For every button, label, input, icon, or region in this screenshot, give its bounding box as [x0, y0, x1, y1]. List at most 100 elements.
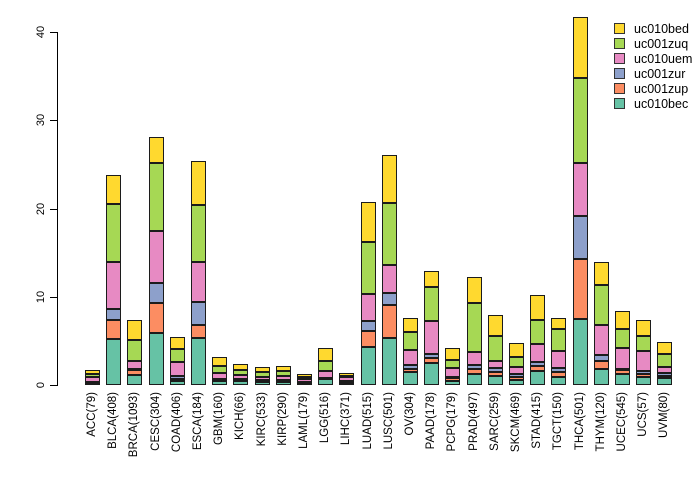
bar-segment-uc001zur: [615, 368, 630, 371]
bar-segment-uc001zuq: [572, 77, 588, 163]
bar-segment-uc010uem: [212, 373, 228, 379]
bar-segment-uc010uem: [191, 262, 206, 303]
x-axis-label: LUSC(501): [382, 392, 395, 450]
bar-segment-uc001zuq: [551, 328, 567, 352]
bar-segment-uc010bed: [424, 271, 440, 288]
bar-segment-uc010uem: [318, 370, 334, 378]
bar-segment-uc010uem: [381, 264, 397, 294]
bar-segment-uc001zuq: [530, 319, 546, 345]
bar-segment-uc010bec: [530, 370, 546, 385]
bar-segment-uc010bed: [127, 319, 143, 340]
bar-segment-uc001zuq: [381, 203, 397, 265]
bar-segment-uc001zuq: [636, 336, 652, 351]
legend-item: uc001zuq: [614, 36, 688, 51]
bar-segment-uc001zur: [572, 215, 588, 259]
bar-segment-uc010bec: [657, 378, 673, 385]
x-axis-label: UCEC(545): [616, 392, 628, 452]
bar-segment-uc001zup: [657, 376, 673, 379]
bar-segment-uc010uem: [148, 231, 164, 283]
y-axis-line: [57, 32, 58, 386]
x-axis-label: SARC(259): [488, 392, 501, 451]
bar-segment-uc010bec: [593, 369, 609, 385]
bar-segment-uc010bed: [191, 160, 206, 205]
bar-segment-uc010bed: [381, 154, 397, 204]
bar-segment-uc001zuq: [148, 163, 164, 232]
bar-segment-uc010uem: [233, 375, 249, 380]
bar-segment-uc010uem: [106, 262, 122, 310]
x-axis-label: PAAD(178): [425, 392, 438, 450]
bar-segment-uc001zuq: [297, 376, 312, 380]
bar-segment-uc010bed: [530, 294, 546, 320]
y-axis-tick-label: 0: [35, 381, 47, 389]
legend-label: uc010uem: [634, 51, 693, 66]
legend-swatch-uc001zur: [614, 68, 625, 79]
bar-segment-uc001zur: [657, 373, 673, 377]
bar-segment-uc001zur: [169, 376, 185, 379]
bar-segment-uc001zur: [191, 302, 206, 325]
x-axis-label: ACC(79): [86, 392, 98, 437]
bar-segment-uc001zup: [509, 376, 524, 380]
bar-segment-uc001zuq: [275, 371, 291, 377]
x-axis-label: ESCA(184): [192, 392, 204, 451]
bar-segment-uc001zup: [381, 304, 397, 339]
bar-segment-uc001zur: [509, 373, 524, 377]
bar-segment-uc001zur: [85, 382, 100, 385]
x-axis-label: BRCA(1093): [128, 392, 141, 458]
bar-segment-uc010bed: [551, 318, 567, 329]
bar-segment-uc010uem: [339, 377, 355, 382]
bar-segment-uc001zur: [445, 376, 461, 379]
bar-segment-uc010uem: [445, 368, 461, 377]
bar-segment-uc001zur: [318, 377, 334, 380]
bar-segment-uc001zur: [636, 370, 652, 374]
bar-segment-uc010bec: [509, 379, 524, 385]
bar-segment-uc001zuq: [487, 335, 503, 362]
y-axis-tick: [50, 32, 57, 33]
bar-segment-uc010bed: [509, 342, 524, 357]
legend-swatch-uc010bed: [614, 23, 625, 34]
x-axis-label: CESC(304): [149, 392, 162, 451]
bar-segment-uc001zur: [297, 381, 312, 384]
x-axis-label: LAML(179): [298, 392, 310, 449]
legend-label: uc010bed: [634, 21, 689, 36]
bar-segment-uc010bec: [403, 371, 418, 385]
bar-segment-uc001zuq: [360, 242, 376, 295]
bar-segment-uc001zuq: [466, 303, 482, 352]
legend-swatch-uc010uem: [614, 53, 625, 64]
bar-segment-uc010bec: [169, 381, 185, 385]
bar-segment-uc010bed: [615, 311, 630, 329]
bar-segment-uc001zuq: [85, 373, 100, 378]
x-axis-label: THCA(501): [573, 392, 586, 451]
bar-segment-uc001zup: [360, 331, 376, 348]
legend-swatch-uc001zuq: [614, 38, 625, 49]
bar-segment-uc001zup: [424, 357, 440, 363]
x-axis-label: OV(304): [404, 392, 416, 436]
x-axis-label: TGCT(150): [552, 392, 565, 451]
bar-segment-uc010bec: [466, 373, 482, 385]
x-axis-label: LIHC(371): [340, 392, 353, 446]
bar-segment-uc001zuq: [657, 353, 673, 367]
bar-segment-uc001zuq: [445, 359, 461, 369]
bar-segment-uc010uem: [297, 379, 312, 382]
bar-segment-uc010bed: [106, 174, 122, 205]
x-axis-label: COAD(406): [170, 392, 183, 453]
bar-segment-uc001zup: [530, 366, 546, 371]
bar-segment-uc010uem: [85, 377, 100, 383]
bar-segment-uc010bec: [148, 332, 164, 385]
bar-segment-uc001zuq: [339, 375, 355, 378]
y-axis-tick: [50, 120, 57, 122]
bar-segment-uc001zuq: [615, 328, 630, 348]
y-axis-tick-label: 10: [35, 290, 47, 303]
bar-segment-uc010bed: [85, 369, 100, 374]
legend-item: uc001zur: [614, 66, 685, 81]
bar-segment-uc010uem: [466, 351, 482, 366]
x-axis-label: STAD(415): [531, 392, 544, 449]
bar-segment-uc001zup: [551, 372, 567, 377]
bar-segment-uc001zuq: [127, 339, 143, 362]
x-axis-label: PCPG(179): [446, 392, 459, 452]
bar-segment-uc010bec: [191, 338, 206, 385]
legend-item: uc010uem: [614, 51, 692, 66]
bar-segment-uc001zuq: [212, 365, 228, 374]
bar-segment-uc001zur: [381, 293, 397, 305]
bar-segment-uc010bec: [572, 318, 588, 385]
